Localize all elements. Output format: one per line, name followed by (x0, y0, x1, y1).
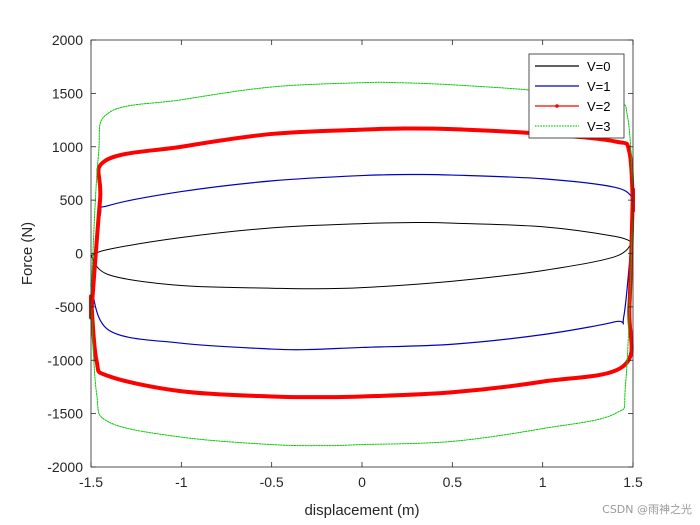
legend-label-v0: V=0 (587, 59, 611, 74)
x-axis-label: displacement (m) (304, 502, 419, 519)
x-tick-label: 1.5 (623, 474, 643, 490)
x-tick-label: 1 (539, 474, 547, 490)
x-tick-label: 0.5 (443, 474, 463, 490)
y-tick-label: 0 (75, 246, 83, 262)
legend-box (528, 53, 625, 139)
watermark: CSDN @雨神之光 (602, 503, 692, 516)
x-tick-label: -1.5 (79, 474, 103, 490)
x-tick-label: 0 (358, 474, 366, 490)
y-tick-label: -1500 (47, 406, 83, 422)
y-tick-label: 1000 (52, 139, 83, 155)
y-tick-label: 1500 (52, 85, 83, 101)
y-tick-label: -1000 (47, 352, 83, 368)
y-tick-label: -2000 (47, 459, 83, 475)
axes-layer: -1.5 -1 -0.5 0 0.5 1 1.5 -2000 -1500 -1000 -500 0 50… (47, 32, 643, 490)
y-tick-label: 2000 (52, 32, 83, 48)
y-tick-label: 500 (60, 192, 84, 208)
x-tick-label: -0.5 (260, 474, 284, 490)
legend-label-v3: V=3 (587, 119, 611, 134)
legend-label-v2: V=2 (587, 99, 611, 114)
x-tick-label: -1 (175, 474, 188, 490)
legend: V=0 V=1 V=2 V=3 (528, 53, 625, 139)
y-tick-label: -500 (55, 299, 83, 315)
legend-label-v1: V=1 (587, 79, 611, 94)
y-axis-label: Force (N) (19, 222, 36, 285)
legend-marker-v2 (555, 104, 559, 108)
